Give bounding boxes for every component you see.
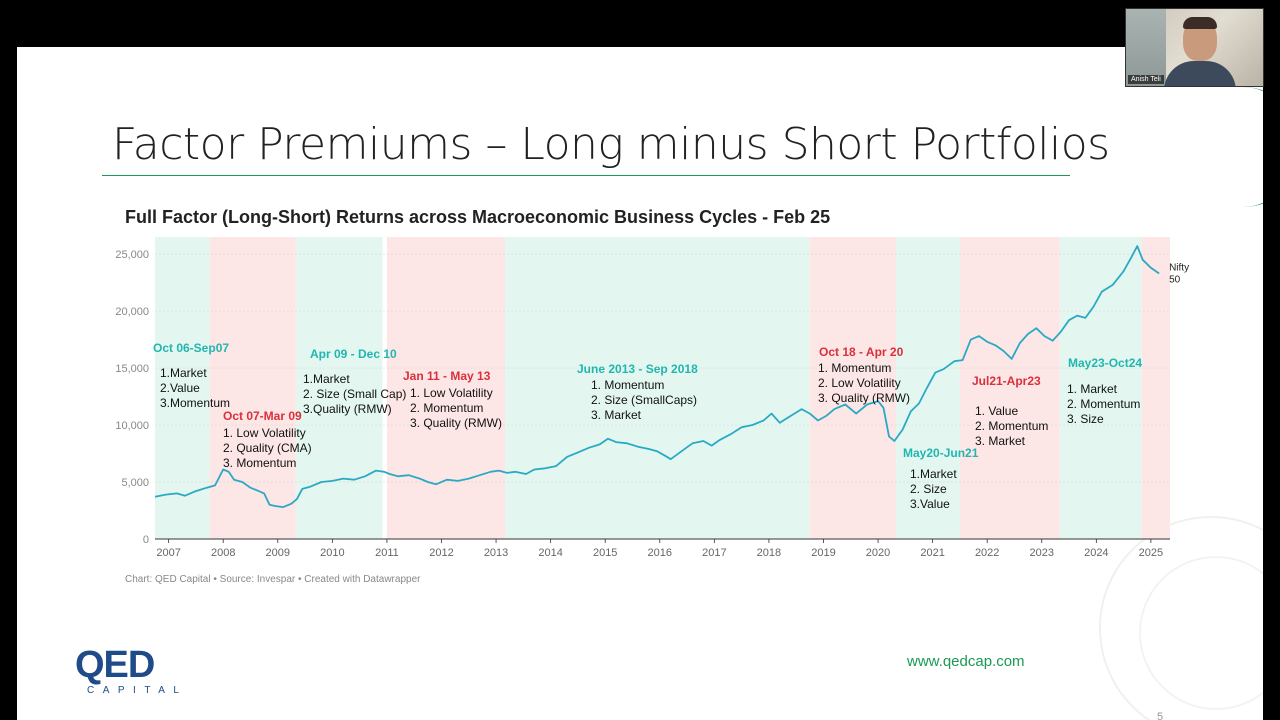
participant-body: [1164, 61, 1236, 86]
website-url: www.qedcap.com: [907, 653, 1025, 670]
regime-band-5: [809, 237, 897, 539]
chart-source-note: Chart: QED Capital • Source: Invespar • …: [125, 574, 421, 585]
x-tick-label: 2025: [1139, 547, 1163, 559]
x-tick-label: 2011: [375, 547, 399, 559]
x-tick-label: 2019: [811, 547, 835, 559]
x-tick-label: 2008: [211, 547, 235, 559]
y-tick-label: 5,000: [121, 477, 149, 489]
title-underline: [102, 175, 1070, 176]
regime-factor-label: 2. Size (SmallCaps): [591, 393, 697, 407]
logo-subtext: CAPITAL: [87, 685, 188, 696]
qed-capital-logo: QED CAPITAL: [75, 645, 187, 697]
regime-band-8: [1059, 237, 1142, 539]
regime-band-7: [959, 237, 1060, 539]
regime-factor-label: 2. Quality (CMA): [223, 441, 312, 455]
x-tick-label: 2014: [538, 547, 562, 559]
regime-factor-label: 2. Momentum: [410, 401, 483, 415]
regime-factor-label: 2.Value: [160, 381, 200, 395]
series-label: 50: [1169, 274, 1181, 285]
y-tick-label: 0: [143, 534, 149, 546]
regime-band-1: [209, 237, 296, 539]
y-tick-label: 15,000: [115, 363, 149, 375]
regime-factor-label: 1.Market: [303, 372, 350, 386]
top-bar: [0, 0, 1280, 47]
y-tick-label: 10,000: [115, 420, 149, 432]
participant-video-tile[interactable]: Anish Teli: [1125, 8, 1264, 87]
presentation-slide: Factor Premiums – Long minus Short Portf…: [17, 47, 1263, 720]
regime-band-9: [1141, 237, 1170, 539]
x-tick-label: 2007: [156, 547, 180, 559]
regime-factor-label: 3. Size: [1067, 412, 1104, 426]
regime-factor-label: 3.Momentum: [160, 396, 230, 410]
regime-factor-label: 2. Size: [910, 482, 947, 496]
regime-period-label: Apr 09 - Dec 10: [310, 347, 397, 361]
series-line-nifty-50: [154, 245, 1160, 508]
x-tick-label: 2023: [1030, 547, 1054, 559]
regime-band-3: [386, 237, 506, 539]
regime-band-2: [295, 237, 383, 539]
chart-title: Full Factor (Long-Short) Returns across …: [125, 207, 831, 227]
regime-period-label: Jul21-Apr23: [972, 374, 1041, 388]
regime-band-6: [896, 237, 960, 539]
regime-factor-label: 1. Momentum: [591, 378, 664, 392]
line-chart: 0 5,000 10,000 15,000 20,000 25,000 2007 2008 20…: [115, 237, 1189, 559]
x-tick-label: 2018: [757, 547, 781, 559]
regime-factor-label: 3.Value: [910, 497, 950, 511]
regime-period-label: May20-Jun21: [903, 446, 979, 460]
y-tick-label: 25,000: [115, 249, 149, 261]
regime-period-label: May23-Oct24: [1068, 356, 1142, 370]
x-tick-label: 2024: [1084, 547, 1108, 559]
regime-period-label: Oct 07-Mar 09: [223, 409, 302, 423]
x-tick-label: 2012: [429, 547, 453, 559]
regime-factor-label: 3. Market: [975, 434, 1026, 448]
series-label: Nifty: [1169, 262, 1189, 273]
regime-factor-label: 3. Quality (RMW): [818, 391, 910, 405]
slide-title: Factor Premiums – Long minus Short Portf…: [112, 119, 1110, 170]
logo-text: QED: [75, 644, 155, 686]
x-tick-label: 2021: [920, 547, 944, 559]
video-background: [1126, 9, 1166, 86]
x-tick-label: 2015: [593, 547, 617, 559]
x-tick-label: 2016: [648, 547, 672, 559]
x-tick-label: 2010: [320, 547, 344, 559]
page-number: 5: [1157, 711, 1164, 720]
regime-band-0: [155, 237, 210, 539]
regime-factor-label: 2. Low Volatility: [818, 376, 901, 390]
regime-factor-label: 1.Market: [910, 467, 957, 481]
regime-factor-label: 3. Market: [591, 408, 642, 422]
participant-hair: [1183, 17, 1217, 29]
regime-band-4: [505, 237, 810, 539]
regime-factor-label: 1. Momentum: [818, 361, 891, 375]
participant-name-label: Anish Teli: [1128, 75, 1164, 84]
regime-factor-label: 3. Momentum: [223, 456, 296, 470]
x-tick-label: 2009: [266, 547, 290, 559]
regime-factor-label: 2. Momentum: [975, 419, 1048, 433]
x-tick-label: 2017: [702, 547, 726, 559]
regime-factor-label: 1.Market: [160, 366, 207, 380]
x-tick-label: 2020: [866, 547, 890, 559]
regime-factor-label: 1. Low Volatility: [410, 386, 493, 400]
regime-period-label: Jan 11 - May 13: [403, 369, 491, 383]
regime-factor-label: 3.Quality (RMW): [303, 402, 392, 416]
decorative-arc: [1207, 87, 1263, 207]
regime-period-label: June 2013 - Sep 2018: [577, 362, 698, 376]
regime-period-label: Oct 18 - Apr 20: [819, 345, 904, 359]
regime-factor-label: 2. Size (Small Cap): [303, 387, 406, 401]
regime-period-label: Oct 06-Sep07: [153, 341, 229, 355]
regime-factor-label: 3. Quality (RMW): [410, 416, 502, 430]
regime-factor-label: 1. Value: [975, 404, 1018, 418]
regime-factor-label: 1. Low Volatility: [223, 426, 306, 440]
y-tick-label: 20,000: [115, 306, 149, 318]
regime-factor-label: 2. Momentum: [1067, 397, 1140, 411]
regime-factor-label: 1. Market: [1067, 382, 1118, 396]
x-tick-label: 2013: [484, 547, 508, 559]
x-tick-label: 2022: [975, 547, 999, 559]
